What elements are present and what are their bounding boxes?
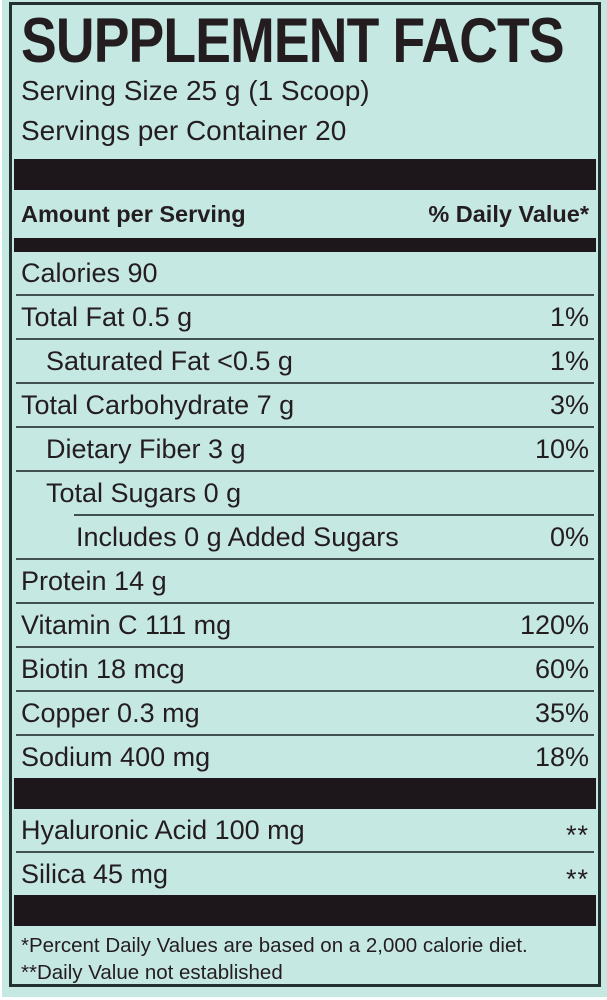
nutrient-label: Copper 0.3 mg [21, 697, 200, 728]
amount-per-serving-header: Amount per Serving [21, 200, 246, 227]
servings-per-container: Servings per Container 20 [21, 115, 347, 146]
daily-value-cell: ** [565, 863, 589, 894]
footnote-daily-values: *Percent Daily Values are based on a 2,0… [21, 934, 528, 957]
nutrient-label: Calories 90 [21, 257, 158, 288]
daily-value-cell: 1% [549, 345, 589, 376]
daily-value-cell: 10% [534, 433, 589, 464]
nutrient-label: Silica 45 mg [21, 858, 169, 889]
nutrient-row: Includes 0 g Added Sugars 0% [12, 516, 598, 558]
daily-value-cell: 18% [534, 741, 589, 772]
nutrient-row: Dietary Fiber 3 g 10% [12, 428, 598, 470]
nutrient-label: Total Fat 0.5 g [21, 301, 193, 332]
nutrient-row: Silica 45 mg ** [12, 853, 598, 895]
nutrient-label: Saturated Fat <0.5 g [46, 345, 293, 376]
row-divider [16, 382, 594, 384]
row-divider [16, 338, 594, 340]
footnotes: *Percent Daily Values are based on a 2,0… [12, 926, 598, 984]
footnote-not-established: **Daily Value not established [21, 961, 283, 984]
panel-title: SUPPLEMENT FACTS [21, 6, 565, 76]
daily-value-cell: 120% [519, 609, 589, 640]
nutrient-row: Biotin 18 mcg 60% [12, 648, 598, 690]
nutrient-row: Saturated Fat <0.5 g 1% [12, 340, 598, 382]
serving-size: Serving Size 25 g (1 Scoop) [21, 75, 370, 106]
separator-bar-bottom [14, 895, 596, 926]
nutrient-row: Vitamin C 111 mg 120% [12, 604, 598, 646]
row-divider [16, 734, 594, 736]
daily-value-cell: 60% [534, 653, 589, 684]
nutrient-row: Sodium 400 mg 18% [12, 736, 598, 778]
daily-value-cell: 1% [549, 301, 589, 332]
nutrient-label: Sodium 400 mg [21, 741, 211, 772]
nutrient-label: Total Carbohydrate 7 g [21, 389, 295, 420]
row-divider [16, 690, 594, 692]
column-header-row: Amount per Serving % Daily Value* [12, 190, 598, 238]
nutrient-rows: Calories 90 Total Fat 0.5 g 1% Saturated Fa… [12, 252, 598, 778]
nutrient-label: Hyaluronic Acid 100 mg [21, 814, 305, 845]
row-divider [16, 470, 594, 472]
daily-value-cell: 0% [549, 521, 589, 552]
row-divider [16, 294, 594, 296]
separator-bar-top [14, 159, 596, 190]
nutrient-row: Total Carbohydrate 7 g 3% [12, 384, 598, 426]
nutrient-row: Protein 14 g [12, 560, 598, 602]
nutrient-label: Biotin 18 mcg [21, 653, 185, 684]
separator-bar-header [14, 238, 596, 252]
nutrient-row: Hyaluronic Acid 100 mg ** [12, 809, 598, 851]
daily-value-header: % Daily Value* [428, 200, 589, 227]
daily-value-cell: 35% [534, 697, 589, 728]
nutrient-row: Copper 0.3 mg 35% [12, 692, 598, 734]
nutrient-label: Vitamin C 111 mg [21, 609, 232, 640]
nutrient-row: Total Sugars 0 g [12, 472, 598, 514]
supplement-facts-panel: SUPPLEMENT FACTS Serving Size 25 g (1 Sc… [9, 2, 601, 987]
row-divider [16, 426, 594, 428]
nutrient-row: Total Fat 0.5 g 1% [12, 296, 598, 338]
row-divider [74, 514, 594, 516]
other-ingredient-rows: Hyaluronic Acid 100 mg ** Silica 45 mg ** [12, 809, 598, 895]
row-divider [16, 851, 594, 853]
daily-value-cell: ** [565, 819, 589, 850]
row-divider [16, 602, 594, 604]
nutrient-row: Calories 90 [12, 252, 598, 294]
nutrient-label: Includes 0 g Added Sugars [76, 521, 399, 552]
nutrient-label: Dietary Fiber 3 g [46, 433, 246, 464]
row-divider [16, 646, 594, 648]
nutrient-label: Protein 14 g [21, 565, 167, 596]
separator-bar-middle [14, 778, 596, 809]
daily-value-cell: 3% [549, 389, 589, 420]
nutrient-label: Total Sugars 0 g [46, 477, 242, 508]
row-divider [16, 558, 594, 560]
